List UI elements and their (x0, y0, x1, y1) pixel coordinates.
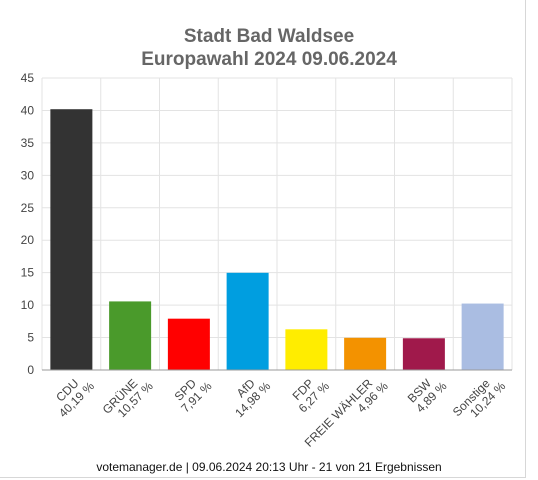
bar (461, 303, 504, 370)
x-tick-label: Sonstige10,24 % (450, 370, 509, 429)
y-tick-label: 35 (21, 136, 35, 150)
x-tick-label: GRÜNE10,57 % (100, 370, 156, 426)
x-tick-label: FREIE WÄHLER4,96 % (302, 370, 391, 459)
x-tick-label: BSW4,89 % (404, 370, 450, 416)
chart-title-line1: Stadt Bad Waldsee (183, 26, 355, 47)
x-tick-label: SPD7,91 % (169, 370, 215, 416)
bar (285, 329, 328, 370)
chart-footer: votemanager.de | 09.06.2024 20:13 Uhr - … (96, 460, 442, 474)
bar-chart: 0 5 10 15 20 25 30 35 40 45 CDU40,19 % GRÜNE10,57 %… (21, 71, 513, 459)
bar (402, 338, 445, 370)
y-tick-label: 5 (27, 331, 34, 345)
y-tick-label: 15 (21, 266, 35, 280)
bar (226, 272, 269, 370)
chart-title-line2: Europawahl 2024 09.06.2024 (141, 49, 397, 70)
y-tick-label: 0 (27, 363, 34, 377)
y-tick-label: 20 (21, 233, 35, 247)
chart-frame (0, 0, 526, 478)
bar (344, 337, 387, 370)
bar (167, 318, 210, 370)
bar (109, 301, 152, 370)
y-tick-label: 45 (21, 71, 35, 85)
x-tick-label: FDP6,27 % (287, 370, 333, 416)
x-tick-label: AfD14,98 % (223, 370, 273, 420)
bar (50, 109, 93, 371)
x-tick-label: CDU40,19 % (47, 370, 97, 420)
y-tick-label: 10 (21, 298, 35, 312)
y-tick-label: 30 (21, 168, 35, 182)
y-tick-label: 40 (21, 103, 35, 117)
y-tick-label: 25 (21, 201, 35, 215)
